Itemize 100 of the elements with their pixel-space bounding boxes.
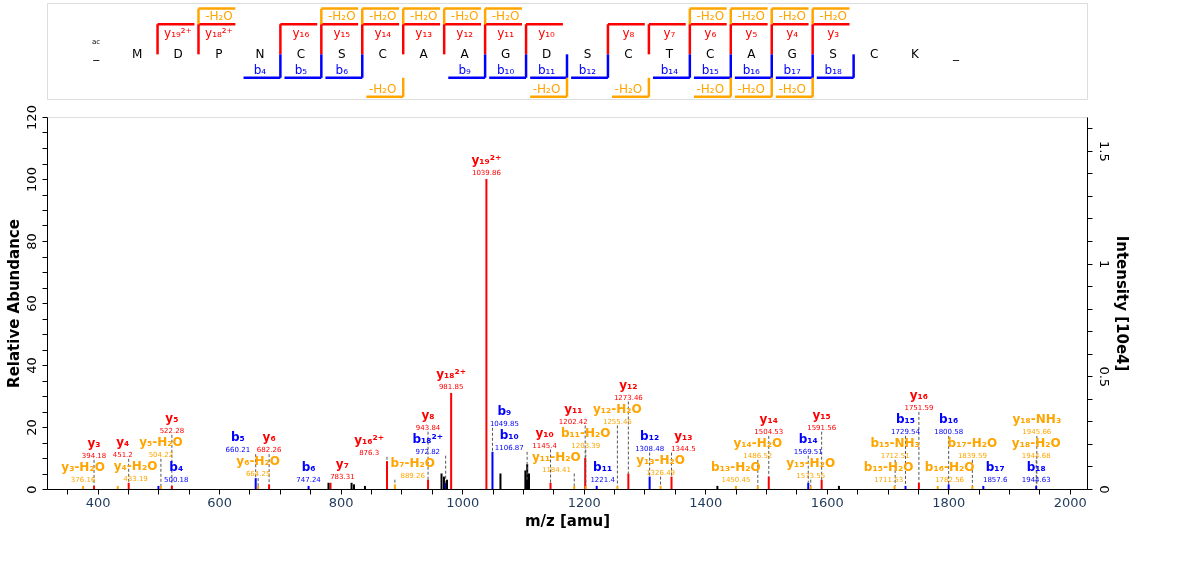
- x-tick-label: 1000: [446, 494, 480, 510]
- text: M: [131, 47, 143, 62]
- text: G: [500, 47, 511, 62]
- text: b₆: [335, 62, 349, 77]
- x-axis-title: m/z [amu]: [524, 511, 611, 530]
- annotation: y₁₈-NH₃: [1012, 411, 1062, 426]
- text: A: [419, 47, 429, 62]
- y2-tick-label: 1.5: [1096, 140, 1112, 162]
- text: y₁₂: [456, 26, 474, 41]
- y-tick-label: 100: [23, 167, 39, 192]
- text: -H₂O: [778, 81, 806, 96]
- annotation: b₅: [230, 430, 245, 445]
- annotation: b₁₇-H₂O: [947, 435, 998, 450]
- annotation: y₁₆: [909, 387, 929, 402]
- text: C: [378, 47, 387, 62]
- text: y₈: [622, 26, 635, 41]
- text: b₉: [458, 62, 472, 77]
- text: T: [664, 47, 674, 62]
- text: C: [296, 47, 306, 62]
- annotation: y₁₃-H₂O: [636, 452, 685, 467]
- annotation: b₁₂: [640, 428, 660, 443]
- x-tick-label: 1200: [567, 494, 601, 510]
- text: C: [706, 47, 715, 62]
- annotation: y₃-H₂O: [61, 459, 105, 474]
- text: b₁₅: [701, 62, 720, 77]
- text: b₁₁: [537, 62, 556, 77]
- annotation: y₁₈²⁺: [436, 366, 467, 381]
- annotation: b₉: [497, 403, 512, 418]
- text: -H₂O: [491, 9, 520, 24]
- y-tick-label: 60: [23, 295, 39, 312]
- text: y₁₅: [333, 26, 351, 41]
- text: b₁₈: [824, 62, 842, 77]
- annotation: y₁₂: [619, 377, 638, 392]
- text: S: [829, 47, 837, 62]
- x-tick-label: 800: [328, 494, 354, 510]
- y-tick-label: 20: [23, 419, 39, 436]
- text: b₅: [294, 62, 308, 77]
- annotation: b₆: [301, 459, 316, 474]
- text: b₁₄: [660, 62, 679, 77]
- text: -H₂O: [696, 9, 725, 24]
- y-tick-label: 120: [23, 105, 39, 130]
- text: y₁₈²⁺: [205, 26, 233, 41]
- y2-axis-title: Intensity [10e4]: [1112, 235, 1131, 372]
- text: A: [460, 47, 470, 62]
- annotation: y₁₃: [674, 428, 693, 443]
- text: -H₂O: [737, 81, 766, 96]
- annotation: y₁₆²⁺: [354, 432, 385, 447]
- text: N: [255, 47, 265, 62]
- text: C: [624, 47, 633, 62]
- text: y₆: [704, 26, 717, 41]
- annotation: b₄: [169, 459, 184, 474]
- text: y₁₃: [415, 26, 433, 41]
- text: -H₂O: [409, 9, 438, 24]
- annotation: b₁₇: [985, 459, 1005, 474]
- annotation: b₁₆: [939, 411, 959, 426]
- annotation: y₁₁-H₂O: [532, 449, 581, 464]
- x-tick-label: 1600: [810, 494, 844, 510]
- text: y₅: [745, 26, 758, 41]
- annotation: b₁₅-NH₃: [870, 435, 920, 450]
- annotation: y₇: [335, 456, 349, 471]
- text: -H₂O: [532, 81, 561, 96]
- text: G: [787, 47, 797, 62]
- x-tick-label: 2000: [1053, 494, 1087, 510]
- annotation: b₁₁-H₂O: [560, 425, 611, 440]
- annotation: y₁₈-H₂O: [1011, 435, 1061, 450]
- text: P: [215, 47, 223, 62]
- text: -H₂O: [696, 81, 725, 96]
- y-axis-title: Relative Abundance: [4, 219, 23, 388]
- text: -H₂O: [368, 9, 397, 24]
- text: -H₂O: [614, 81, 643, 96]
- text: y₄: [786, 26, 799, 41]
- annotation: y₁₅-H₂O: [786, 455, 836, 470]
- annotation: y₆-H₂O: [236, 454, 280, 469]
- text: -H₂O: [819, 9, 847, 24]
- text: y₁₆: [292, 26, 310, 41]
- annotation: y₁₅: [812, 407, 831, 422]
- annotation: b₇-H₂O: [390, 455, 435, 470]
- annotation: b₁₀: [499, 427, 519, 442]
- text: y₃: [827, 26, 840, 41]
- annotation: y₈: [421, 407, 435, 422]
- text: b₁₇: [783, 62, 801, 77]
- annotation: y₆: [262, 430, 276, 445]
- text: C: [869, 47, 879, 62]
- text: b₁₆: [742, 62, 761, 77]
- text: -H₂O: [450, 9, 479, 24]
- annotation: y₁₀: [535, 425, 554, 440]
- text: -H₂O: [737, 9, 766, 24]
- text: b₁₀: [496, 62, 515, 77]
- x-tick-label: 1400: [689, 494, 723, 510]
- text: D: [173, 47, 183, 62]
- y-tick-label: 40: [23, 357, 39, 374]
- annotation: b₁₄: [798, 431, 818, 446]
- annotation: y₁₁: [564, 401, 583, 416]
- annotation: y₁₂-H₂O: [592, 401, 642, 416]
- text: -H₂O: [328, 9, 356, 24]
- text: D: [541, 47, 552, 62]
- y2-tick-label: 1: [1096, 259, 1112, 269]
- x-tick-label: 600: [207, 494, 233, 510]
- annotation: y₅-H₂O: [139, 434, 183, 449]
- annotation: y₃: [87, 435, 101, 450]
